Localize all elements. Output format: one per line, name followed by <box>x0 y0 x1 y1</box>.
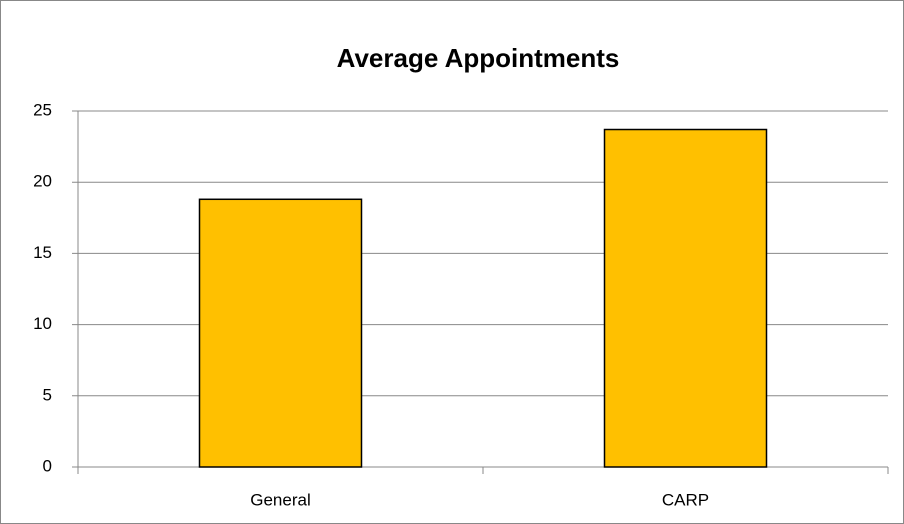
y-tick-label: 20 <box>33 172 52 191</box>
x-tick-label: General <box>250 490 310 509</box>
bar <box>198 198 363 468</box>
y-tick-label: 10 <box>33 314 52 333</box>
y-tick-label: 0 <box>43 456 52 475</box>
y-tick-label: 15 <box>33 243 52 262</box>
x-tick-label: CARP <box>662 490 709 509</box>
chart-title: Average Appointments <box>337 43 620 73</box>
y-tick-label: 25 <box>33 100 52 119</box>
y-tick-label: 5 <box>43 385 52 404</box>
bar <box>603 128 768 468</box>
